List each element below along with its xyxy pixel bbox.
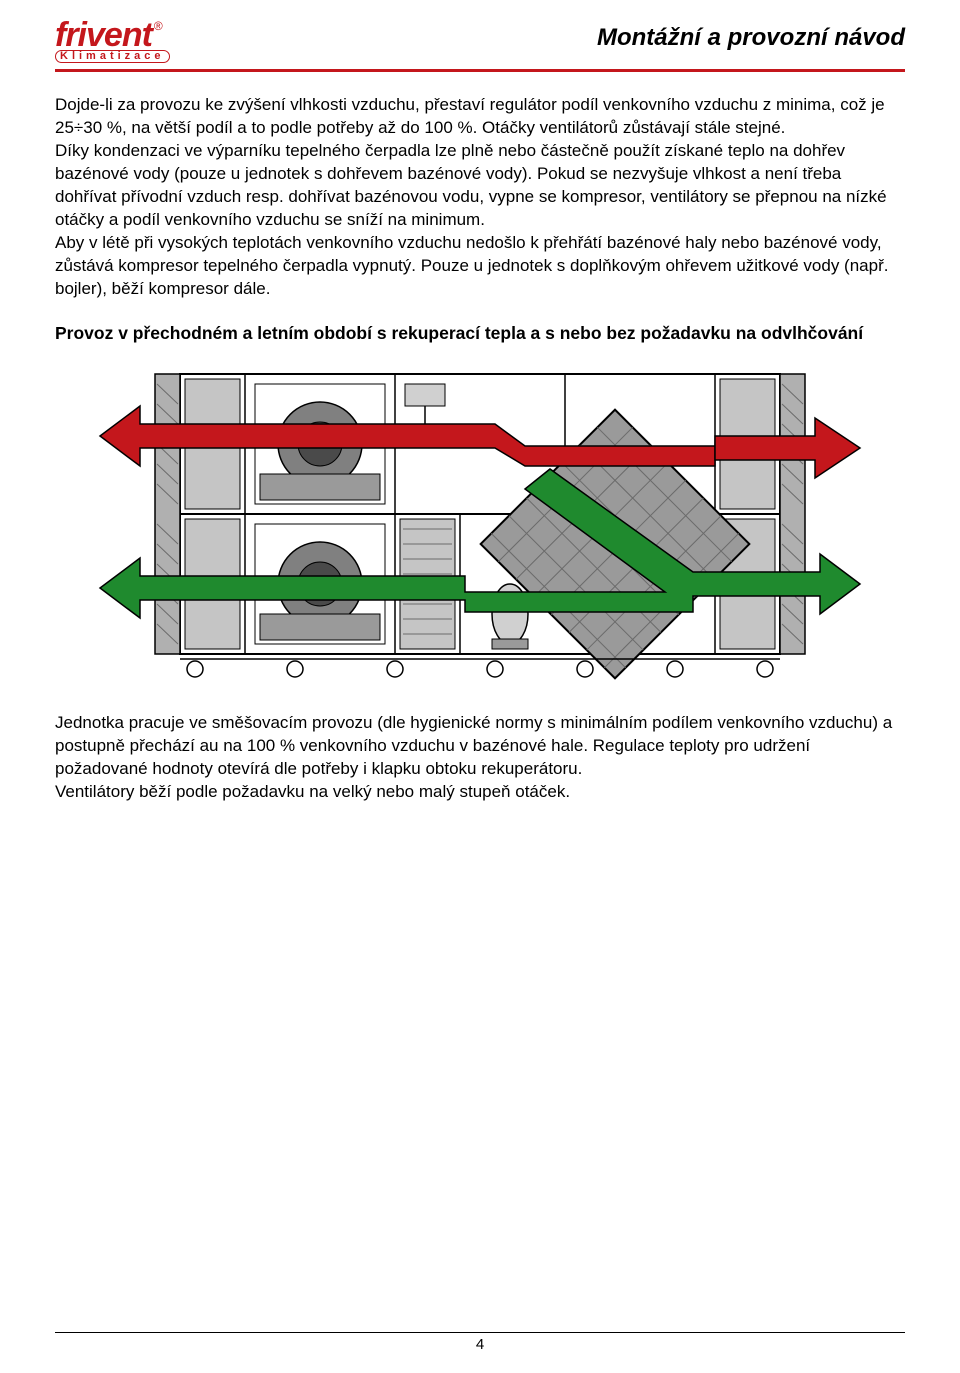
page-number: 4 — [476, 1336, 484, 1353]
document-title: Montážní a provozní návod — [597, 18, 905, 54]
right-filter-icon — [780, 374, 805, 654]
logo-registered-icon: ® — [154, 20, 163, 32]
paragraph-4: Jednotka pracuje ve směšovacím provozu (… — [55, 712, 905, 781]
logo-subtitle: Klimatizace — [55, 50, 170, 63]
left-filter-icon — [155, 374, 180, 654]
page-footer: 4 — [55, 1332, 905, 1355]
diagram-container — [55, 354, 905, 694]
unit-legs-icon — [180, 659, 780, 677]
paragraph-2: Díky kondenzaci ve výparníku tepelného č… — [55, 140, 905, 232]
logo-text: frivent — [55, 18, 152, 52]
paragraph-1: Dojde-li za provozu ke zvýšení vlhkosti … — [55, 94, 905, 140]
paragraph-3: Aby v létě při vysokých teplotách venkov… — [55, 232, 905, 301]
logo: frivent ® Klimatizace — [55, 18, 170, 63]
hvac-unit-diagram — [95, 354, 865, 694]
page-header: frivent ® Klimatizace Montážní a provozn… — [55, 18, 905, 72]
body-text: Dojde-li za provozu ke zvýšení vlhkosti … — [55, 94, 905, 804]
section-heading: Provoz v přechodném a letním období s re… — [55, 322, 905, 346]
paragraph-5: Ventilátory běží podle požadavku na velk… — [55, 781, 905, 804]
